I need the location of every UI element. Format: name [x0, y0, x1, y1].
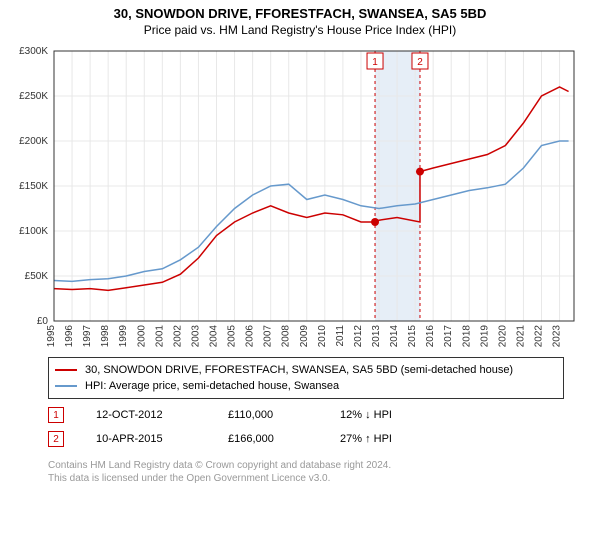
legend-swatch	[55, 385, 77, 387]
transaction-row: 1 12-OCT-2012 £110,000 12% ↓ HPI	[48, 403, 564, 427]
svg-text:2000: 2000	[136, 325, 147, 348]
svg-text:£250K: £250K	[19, 91, 48, 102]
transaction-date: 10-APR-2015	[96, 433, 196, 445]
svg-text:1999: 1999	[118, 325, 129, 348]
svg-text:2008: 2008	[281, 325, 292, 348]
svg-text:2023: 2023	[552, 325, 563, 348]
svg-text:2007: 2007	[263, 325, 274, 348]
svg-text:2: 2	[417, 57, 423, 68]
svg-text:1995: 1995	[46, 325, 57, 348]
transaction-marker: 1	[48, 407, 64, 423]
svg-text:2002: 2002	[172, 325, 183, 348]
svg-text:1996: 1996	[64, 325, 75, 348]
svg-text:2003: 2003	[190, 325, 201, 348]
svg-text:2005: 2005	[227, 325, 238, 348]
svg-text:2016: 2016	[425, 325, 436, 348]
chart-svg: £0£50K£100K£150K£200K£250K£300K199519961…	[10, 41, 590, 351]
svg-text:£100K: £100K	[19, 226, 48, 237]
svg-text:2021: 2021	[515, 325, 526, 348]
legend-item: 30, SNOWDON DRIVE, FFORESTFACH, SWANSEA,…	[55, 362, 557, 378]
svg-text:2020: 2020	[497, 325, 508, 348]
legend: 30, SNOWDON DRIVE, FFORESTFACH, SWANSEA,…	[48, 357, 564, 399]
svg-text:2004: 2004	[209, 325, 220, 348]
svg-text:2019: 2019	[479, 325, 490, 348]
svg-text:2001: 2001	[154, 325, 165, 348]
legend-label: 30, SNOWDON DRIVE, FFORESTFACH, SWANSEA,…	[85, 364, 513, 376]
svg-text:2010: 2010	[317, 325, 328, 348]
svg-text:2009: 2009	[299, 325, 310, 348]
transaction-delta: 12% ↓ HPI	[340, 409, 392, 421]
svg-text:2014: 2014	[389, 325, 400, 348]
svg-text:£300K: £300K	[19, 46, 48, 57]
svg-text:2022: 2022	[534, 325, 545, 348]
svg-text:2006: 2006	[245, 325, 256, 348]
svg-text:£200K: £200K	[19, 136, 48, 147]
svg-text:2013: 2013	[371, 325, 382, 348]
footer-line-2: This data is licensed under the Open Gov…	[48, 472, 564, 485]
svg-text:£150K: £150K	[19, 181, 48, 192]
svg-text:1998: 1998	[100, 325, 111, 348]
svg-text:2012: 2012	[353, 325, 364, 348]
svg-text:2011: 2011	[335, 325, 346, 347]
legend-item: HPI: Average price, semi-detached house,…	[55, 378, 557, 394]
legend-label: HPI: Average price, semi-detached house,…	[85, 380, 339, 392]
transaction-table: 1 12-OCT-2012 £110,000 12% ↓ HPI 2 10-APR-201…	[48, 403, 564, 451]
svg-text:1: 1	[372, 57, 378, 68]
svg-text:2015: 2015	[407, 325, 418, 348]
svg-text:2017: 2017	[443, 325, 454, 348]
svg-text:£50K: £50K	[25, 271, 49, 282]
svg-text:2018: 2018	[461, 325, 472, 348]
price-chart: £0£50K£100K£150K£200K£250K£300K199519961…	[10, 41, 590, 351]
transaction-row: 2 10-APR-2015 £166,000 27% ↑ HPI	[48, 427, 564, 451]
legend-swatch	[55, 369, 77, 371]
svg-text:1997: 1997	[82, 325, 93, 348]
page-subtitle: Price paid vs. HM Land Registry's House …	[0, 23, 600, 41]
footer-line-1: Contains HM Land Registry data © Crown c…	[48, 459, 564, 472]
transaction-delta: 27% ↑ HPI	[340, 433, 392, 445]
transaction-marker: 2	[48, 431, 64, 447]
page-title: 30, SNOWDON DRIVE, FFORESTFACH, SWANSEA,…	[0, 0, 600, 23]
transaction-date: 12-OCT-2012	[96, 409, 196, 421]
transaction-price: £110,000	[228, 409, 308, 421]
transaction-price: £166,000	[228, 433, 308, 445]
footer-text: Contains HM Land Registry data © Crown c…	[48, 459, 564, 485]
